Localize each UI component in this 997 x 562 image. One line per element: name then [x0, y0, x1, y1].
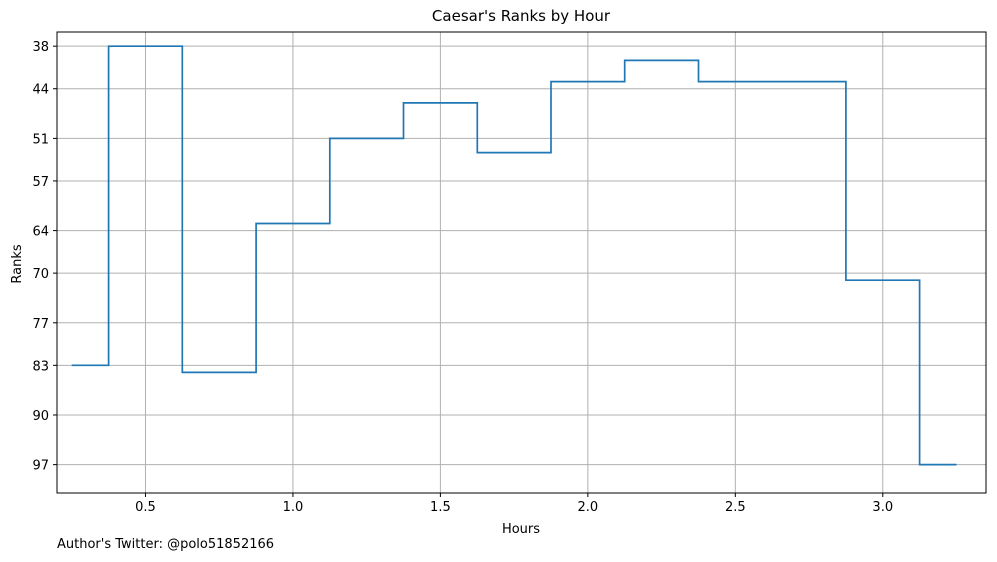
grid	[57, 32, 986, 493]
x-tick-label: 0.5	[135, 500, 156, 515]
rank-step-line	[71, 45, 957, 466]
y-axis-ticks: 38 44 51 57 64 70 77 83 90 97	[32, 40, 57, 474]
y-tick-label: 64	[32, 225, 49, 240]
y-axis-label: Ranks	[10, 244, 25, 283]
y-tick-label: 38	[32, 40, 49, 55]
x-tick-label: 2.5	[725, 500, 746, 515]
x-tick-label: 1.5	[430, 500, 451, 515]
plot-frame	[56, 31, 987, 494]
x-tick-label: 3.0	[872, 500, 893, 515]
author-footnote: Author's Twitter: @polo51852166	[57, 537, 275, 552]
chart-title: Caesar's Ranks by Hour	[432, 7, 611, 25]
series-layer	[71, 45, 957, 466]
x-tick-label: 2.0	[578, 500, 599, 515]
y-tick-label: 83	[32, 359, 49, 374]
y-tick-label: 90	[32, 409, 49, 424]
y-tick-label: 97	[32, 459, 49, 474]
y-tick-label: 51	[32, 132, 49, 147]
y-tick-label: 44	[32, 83, 49, 98]
x-tick-label: 1.0	[283, 500, 304, 515]
y-tick-label: 77	[32, 317, 49, 332]
x-axis-ticks: 0.5 1.0 1.5 2.0 2.5 3.0	[135, 493, 893, 515]
y-tick-label: 57	[32, 175, 49, 190]
x-axis-label: Hours	[502, 522, 540, 537]
y-tick-label: 70	[32, 267, 49, 282]
